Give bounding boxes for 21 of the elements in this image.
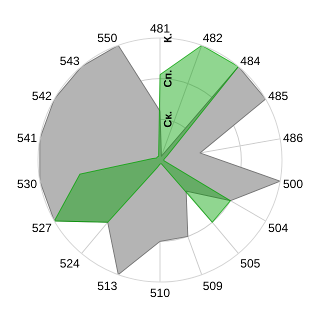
spoke-label: 484 (240, 54, 261, 68)
spoke-label: 542 (32, 88, 52, 103)
y-tick-label: К. (162, 33, 174, 43)
spoke-label: 543 (60, 54, 80, 68)
spoke-label: 550 (97, 30, 118, 45)
y-tick-label: Сп. (162, 70, 174, 88)
spoke-label: 500 (283, 176, 304, 191)
spoke-label: 504 (268, 221, 289, 236)
spoke-label: 505 (240, 256, 261, 271)
spoke-label: 510 (150, 286, 170, 300)
spoke-label: 530 (16, 176, 38, 191)
spoke-label: 513 (97, 279, 118, 294)
spoke-label: 485 (268, 88, 289, 103)
spoke-label: 486 (283, 131, 304, 146)
spoke-label: 482 (202, 30, 224, 45)
spoke-label: 527 (32, 221, 52, 236)
spoke-label: 509 (202, 279, 224, 294)
spoke-label: 481 (150, 22, 170, 36)
y-tick-label: Ск. (162, 111, 174, 128)
spoke-label: 541 (16, 131, 38, 146)
spoke-label: 524 (60, 256, 80, 271)
